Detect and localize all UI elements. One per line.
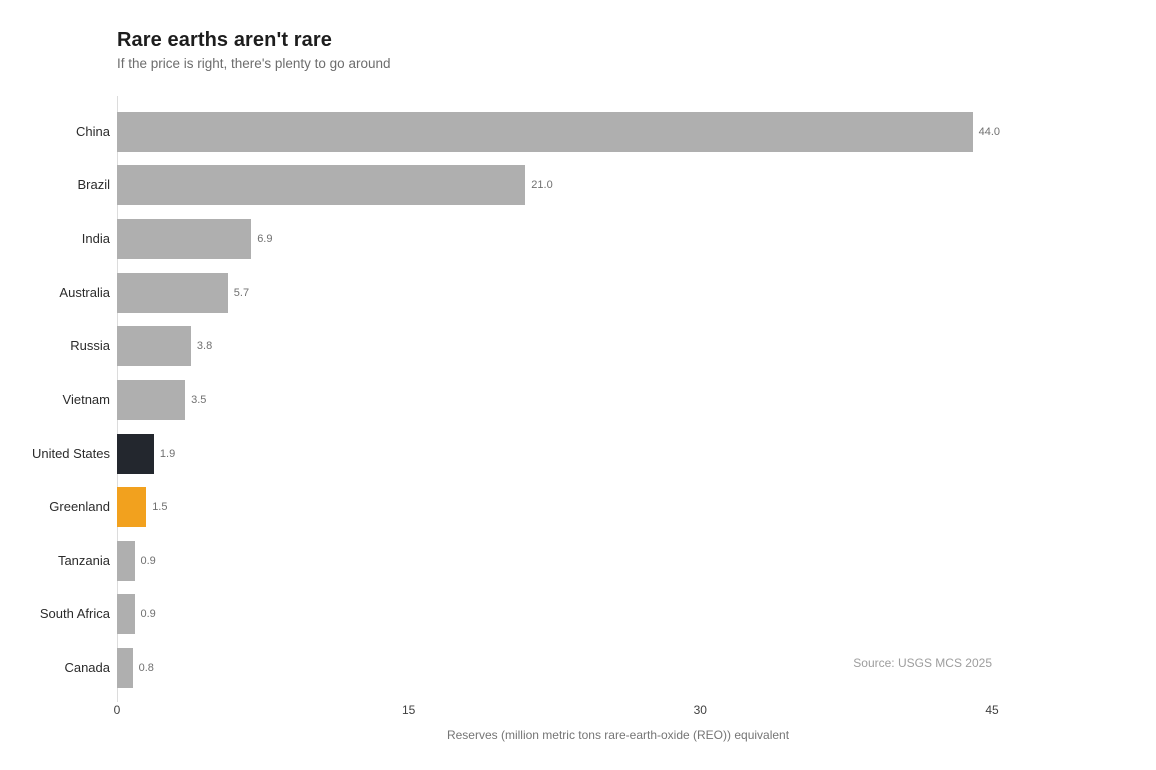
bar-value-label: 6.9 [257,233,273,245]
bar-value-label: 44.0 [978,126,1001,138]
chart-subtitle: If the price is right, there's plenty to… [117,56,391,71]
bar-value-label: 3.8 [196,340,213,352]
bar-value-label: 0.8 [138,662,154,674]
chart-title: Rare earths aren't rare [117,29,332,51]
category-label: South Africa [39,606,110,621]
category-label: India [81,231,110,246]
x-axis-tick-label: 30 [693,703,707,717]
x-axis-tick-label: 15 [402,703,416,717]
category-label: Australia [59,285,110,300]
bar-value-label: 1.9 [159,448,176,460]
category-label: Brazil [77,177,110,192]
bar [117,165,526,205]
bar-value-label: 0.9 [140,555,156,567]
x-axis-tick-label: 45 [985,703,999,717]
bar [117,541,135,581]
bar [117,487,147,527]
category-label: Greenland [49,499,110,514]
bar [117,326,191,366]
x-axis-tick-label: 0 [113,703,121,717]
category-label: Russia [70,338,110,353]
bar [117,380,186,420]
category-label: United States [31,446,110,461]
bar [117,273,228,313]
source-note: Source: USGS MCS 2025 [853,656,992,670]
bar-value-label: 5.7 [233,287,250,299]
bar [117,434,154,474]
bar [117,648,133,688]
category-label: China [76,124,110,139]
bar [117,219,252,259]
category-label: Vietnam [62,392,110,407]
bar-value-label: 3.5 [191,394,207,406]
bar-value-label: 0.9 [140,608,156,620]
bar [117,112,973,152]
bar-value-label: 21.0 [531,179,553,191]
x-axis-title: Reserves (million metric tons rare-earth… [446,728,790,742]
bar-value-label: 1.5 [152,501,168,513]
category-label: Canada [64,660,110,675]
bar [117,594,135,634]
category-label: Tanzania [57,553,110,568]
